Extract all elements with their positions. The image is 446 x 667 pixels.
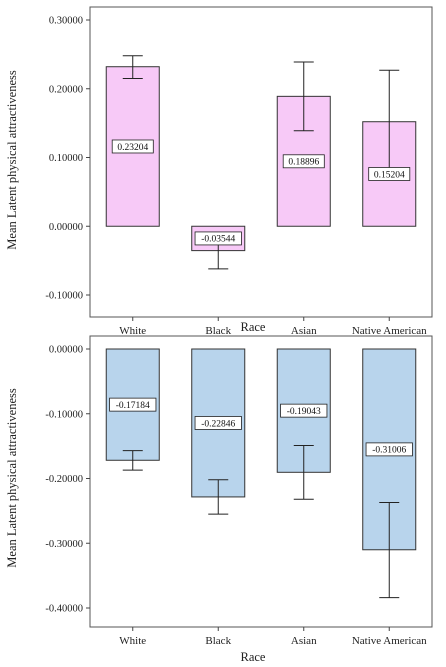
data-label-box-top (282, 154, 325, 169)
plot-frame-bottom (89, 335, 433, 628)
data-label-top: -0.03544 (201, 235, 235, 245)
data-label-bottom: -0.19043 (287, 407, 321, 417)
y-axis-title-top: Mean Latent physical attractiveness (5, 70, 19, 250)
data-label-bottom: -0.17184 (116, 401, 150, 411)
chart-bottom-panel: Mean Latent physical attractiveness Race… (5, 335, 433, 664)
category-label-bottom: Asian (291, 635, 317, 647)
data-label-box-top (111, 139, 154, 154)
category-label-bottom: Black (205, 635, 231, 647)
x-axis-title-top: Race (241, 320, 266, 334)
y-axis-title-bottom: Mean Latent physical attractiveness (5, 388, 19, 568)
y-tick-label-bottom: 0.00000 (49, 345, 83, 356)
data-label-top: 0.18896 (288, 158, 319, 168)
category-label-top: White (119, 325, 146, 337)
y-tick-label-top: 0.20000 (49, 84, 83, 95)
category-label-top: Black (205, 325, 231, 337)
data-label-top: 0.15204 (374, 170, 405, 180)
data-label-bottom: -0.22846 (201, 419, 235, 429)
chart-top-panel: Mean Latent physical attractiveness Race… (5, 6, 433, 337)
y-tick-label-bottom: -0.10000 (45, 409, 83, 420)
category-label-bottom: Native American (352, 635, 427, 647)
data-label-top: 0.23204 (117, 143, 148, 153)
data-label-box-top (368, 167, 411, 181)
y-tick-label-top: 0.10000 (49, 153, 83, 164)
category-label-top: Asian (291, 325, 317, 337)
category-label-bottom: White (119, 635, 146, 647)
data-label-bottom: -0.31006 (372, 446, 406, 456)
data-label-box-bottom (280, 403, 328, 418)
plot-frame-top (89, 6, 433, 318)
y-tick-label-top: 0.00000 (49, 222, 83, 233)
y-tick-label-bottom: -0.30000 (45, 539, 83, 550)
data-label-box-bottom (109, 397, 157, 412)
y-tick-label-bottom: -0.40000 (45, 604, 83, 615)
data-label-box-top (194, 231, 242, 246)
y-tick-label-top: 0.30000 (49, 16, 83, 27)
category-label-top: Native American (352, 325, 427, 337)
y-tick-label-bottom: -0.20000 (45, 474, 83, 485)
data-label-box-bottom (194, 416, 242, 430)
x-axis-title-bottom: Race (241, 650, 266, 664)
data-label-box-bottom (365, 442, 413, 457)
y-tick-label-top: -0.10000 (45, 291, 83, 302)
